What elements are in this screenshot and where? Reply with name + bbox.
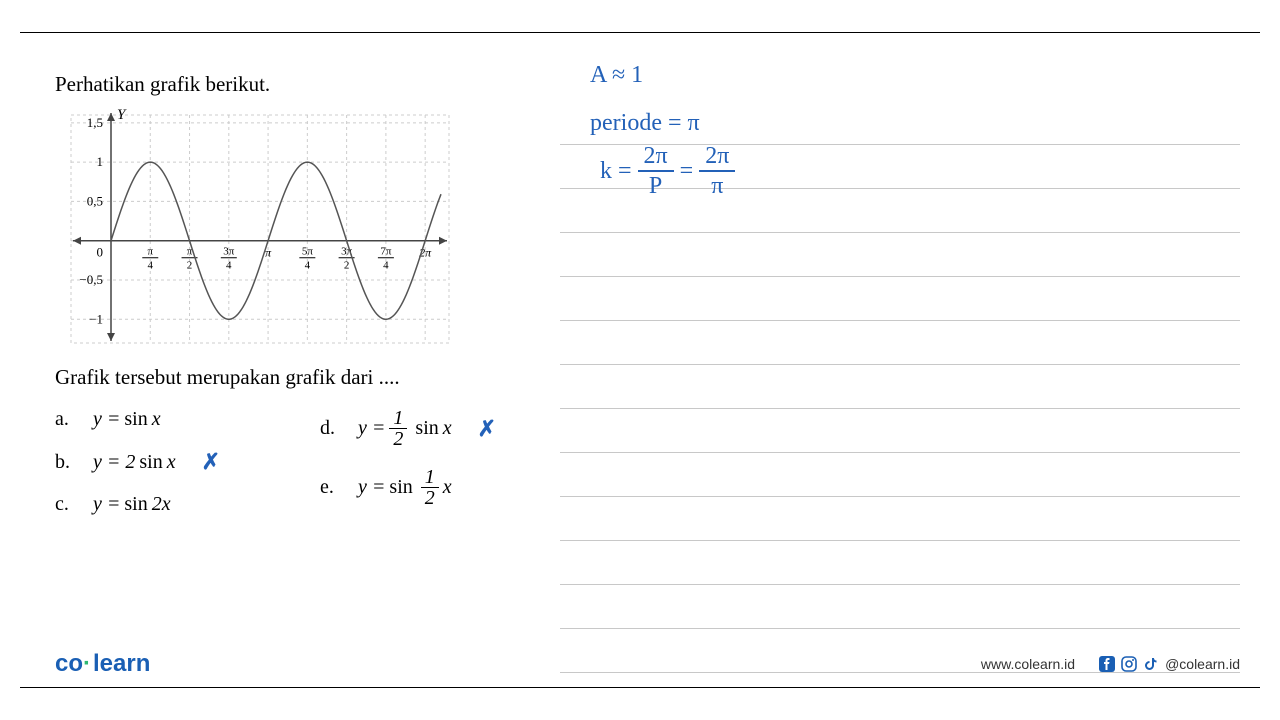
instagram-icon [1121,656,1137,672]
handwriting-line1: A ≈ 1 [590,62,643,89]
option-e: e. y = sin 1 2 x [320,467,496,508]
question-panel: Perhatikan grafik berikut. Y 1,5 1 0,5 0 −0,5… [55,72,515,516]
question-subtitle: Grafik tersebut merupakan grafik dari ..… [55,365,515,390]
tiktok-icon [1143,656,1159,672]
option-a: a. y = sin x [55,408,220,431]
svg-text:Y: Y [117,109,127,123]
cross-mark: ✗ [478,416,496,442]
footer-right: www.colearn.id @colearn.id [981,656,1240,672]
svg-text:4: 4 [226,260,232,272]
footer: co·learn www.colearn.id @colearn.id [0,650,1280,678]
cross-mark: ✗ [202,449,220,475]
facebook-icon [1099,656,1115,672]
svg-text:1,5: 1,5 [87,115,103,130]
logo: co·learn [55,650,150,678]
social-links: @colearn.id [1099,656,1240,672]
svg-text:π: π [147,246,153,258]
svg-text:4: 4 [383,260,389,272]
svg-text:3π: 3π [223,246,235,258]
footer-url: www.colearn.id [981,656,1075,672]
notes-panel: A ≈ 1 periode = π k = 2π P = 2π π [560,44,1240,644]
svg-text:−1: −1 [89,311,103,326]
svg-text:5π: 5π [302,246,314,258]
svg-text:2: 2 [187,260,193,272]
svg-text:4: 4 [148,260,154,272]
option-b: b. y = 2 sin x ✗ [55,449,220,475]
svg-text:0,5: 0,5 [87,193,103,208]
question-title: Perhatikan grafik berikut. [55,72,515,97]
svg-text:1: 1 [97,154,104,169]
svg-text:−0,5: −0,5 [79,272,103,287]
handwriting-line3: k = 2π P = 2π π [600,144,735,198]
svg-text:2: 2 [344,260,350,272]
option-d: d. y = 1 2 sin x ✗ [320,408,496,449]
answer-options: a. y = sin x b. y = 2 sin x ✗ c. [55,408,515,516]
svg-text:4: 4 [305,260,311,272]
handwriting-line2: periode = π [590,110,700,137]
svg-text:7π: 7π [380,246,392,258]
option-c: c. y = sin 2x [55,493,220,516]
sine-chart: Y1,510,50−0,5−1π4π23π4π5π43π27π42π [55,109,455,349]
svg-text:0: 0 [97,245,104,260]
footer-handle: @colearn.id [1165,656,1240,672]
